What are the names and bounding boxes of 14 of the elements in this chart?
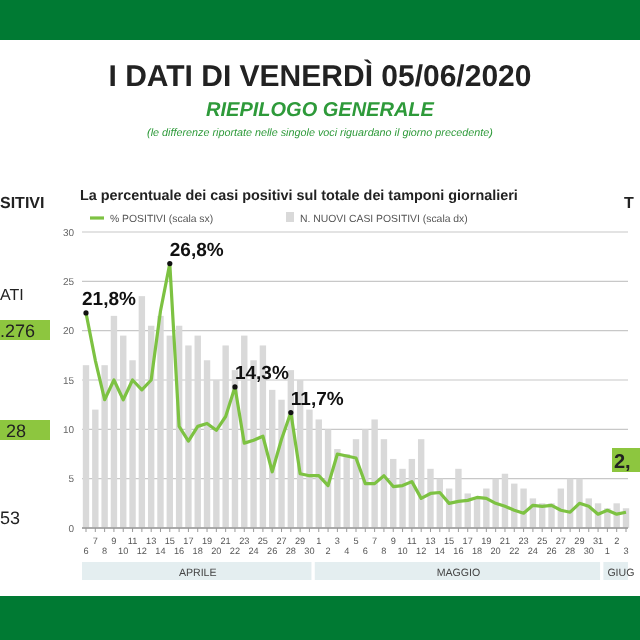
data-label: 21,8% [82,288,137,311]
chart-title: I DATI DI VENERDÌ 05/06/2020 [108,58,532,94]
data-label: 11,7% [290,388,345,411]
text: ATI [0,286,24,304]
text: SITIVI [0,194,45,212]
annotation: 2, [614,452,632,474]
text: 28 [6,421,27,441]
text: .276 [0,321,36,341]
chart-subtitle: RIEPILOGO GENERALE [206,100,435,122]
text: 53 [0,508,21,528]
text: T [624,194,634,212]
data-label: 14,3% [234,362,290,385]
line-series [84,261,628,516]
data-label: 26,8% [169,239,225,262]
